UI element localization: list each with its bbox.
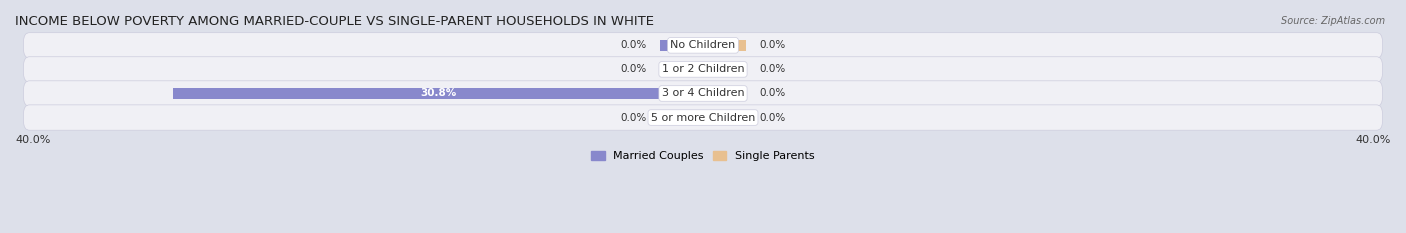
Text: 0.0%: 0.0% bbox=[620, 64, 647, 74]
FancyBboxPatch shape bbox=[24, 33, 1382, 58]
Bar bbox=[703, 112, 747, 123]
Text: No Children: No Children bbox=[671, 40, 735, 50]
Bar bbox=[173, 88, 703, 99]
Text: INCOME BELOW POVERTY AMONG MARRIED-COUPLE VS SINGLE-PARENT HOUSEHOLDS IN WHITE: INCOME BELOW POVERTY AMONG MARRIED-COUPL… bbox=[15, 15, 654, 28]
Text: 40.0%: 40.0% bbox=[15, 135, 51, 145]
Text: 0.0%: 0.0% bbox=[759, 64, 786, 74]
Bar bbox=[703, 88, 747, 99]
Text: 3 or 4 Children: 3 or 4 Children bbox=[662, 89, 744, 99]
Text: 0.0%: 0.0% bbox=[620, 113, 647, 123]
Text: 0.0%: 0.0% bbox=[759, 89, 786, 99]
Bar bbox=[703, 64, 747, 75]
FancyBboxPatch shape bbox=[24, 81, 1382, 106]
Legend: Married Couples, Single Parents: Married Couples, Single Parents bbox=[588, 147, 818, 164]
Bar bbox=[659, 64, 703, 75]
Text: 5 or more Children: 5 or more Children bbox=[651, 113, 755, 123]
Bar bbox=[659, 112, 703, 123]
Text: 0.0%: 0.0% bbox=[759, 113, 786, 123]
Text: 0.0%: 0.0% bbox=[620, 40, 647, 50]
Text: 30.8%: 30.8% bbox=[420, 89, 456, 99]
Text: 1 or 2 Children: 1 or 2 Children bbox=[662, 64, 744, 74]
FancyBboxPatch shape bbox=[24, 105, 1382, 130]
FancyBboxPatch shape bbox=[24, 57, 1382, 82]
Bar bbox=[659, 40, 703, 51]
Text: 40.0%: 40.0% bbox=[1355, 135, 1391, 145]
Text: 0.0%: 0.0% bbox=[759, 40, 786, 50]
Text: Source: ZipAtlas.com: Source: ZipAtlas.com bbox=[1281, 16, 1385, 26]
Bar bbox=[703, 40, 747, 51]
